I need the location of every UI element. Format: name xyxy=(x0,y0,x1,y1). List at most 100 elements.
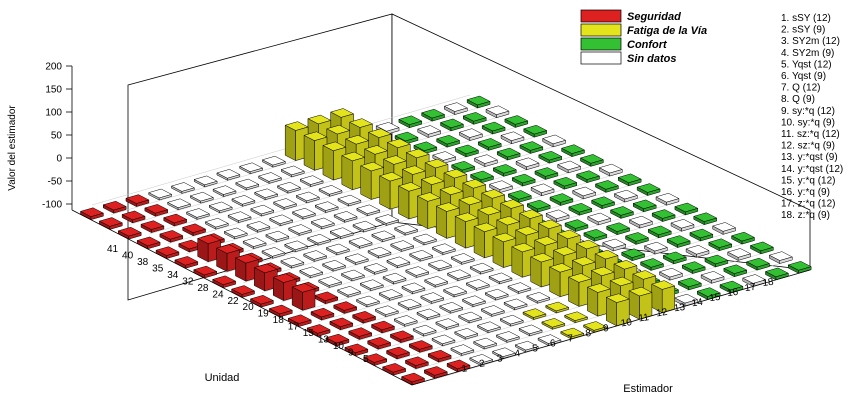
bar-C xyxy=(651,209,676,222)
bar-side xyxy=(296,195,308,204)
bar-side xyxy=(284,244,296,253)
bar-side xyxy=(311,221,323,230)
estimator-item: 8. Q (9) xyxy=(781,94,815,105)
bar-N xyxy=(613,189,638,203)
bar-side xyxy=(648,229,659,239)
y-tick-label: 41 xyxy=(107,244,119,255)
bar-N xyxy=(269,214,294,227)
bar-F xyxy=(563,311,589,324)
bar-N xyxy=(628,215,653,229)
bar-S xyxy=(121,210,146,224)
bar-side xyxy=(269,217,281,227)
bar-C xyxy=(507,190,532,203)
bar-N xyxy=(500,131,525,145)
bar-N xyxy=(382,272,407,285)
bar-N xyxy=(700,271,725,284)
bar-side xyxy=(689,232,701,242)
bar-C xyxy=(621,248,646,262)
bar-C xyxy=(662,251,687,265)
z-tick-label: 100 xyxy=(45,108,62,119)
bar-N xyxy=(303,250,328,262)
bar-N xyxy=(469,354,494,366)
bar-side xyxy=(704,258,716,268)
bar-N xyxy=(299,175,324,188)
bar-side xyxy=(666,238,678,248)
grid-line xyxy=(356,230,735,342)
bar-C xyxy=(439,118,465,132)
bar-side xyxy=(258,175,270,184)
grid-line xyxy=(318,211,697,322)
bar-side xyxy=(492,350,504,360)
bar-side xyxy=(463,115,474,125)
bar-side xyxy=(617,177,629,187)
bar-side xyxy=(405,269,417,278)
bar-side xyxy=(511,177,523,187)
bar-side xyxy=(545,213,557,223)
estimator-item: 3. SY2m (12) xyxy=(781,36,840,47)
bar-C xyxy=(560,144,586,158)
bar-N xyxy=(325,243,351,256)
bar-side xyxy=(436,205,447,239)
bar-C xyxy=(677,277,702,291)
bar-side xyxy=(144,207,156,217)
bar-N xyxy=(485,105,510,119)
bar-N xyxy=(417,125,442,138)
y-tick-label: 35 xyxy=(152,263,164,274)
bar-S xyxy=(367,337,392,350)
bar-N xyxy=(231,195,256,207)
estimator-item: 7. Q (12) xyxy=(781,83,820,94)
bar-side xyxy=(636,186,648,196)
bar-side xyxy=(522,311,534,320)
estimator-item: 10. sy:*q (9) xyxy=(781,117,835,128)
bar-S xyxy=(102,200,127,214)
bar-C xyxy=(719,280,744,294)
bar-N xyxy=(457,311,483,324)
z-tick-label: 200 xyxy=(45,62,62,73)
bar-N xyxy=(321,259,347,272)
legend-label: Fatiga de la Vía xyxy=(627,25,707,37)
bar-N xyxy=(359,279,384,292)
bar-side xyxy=(440,122,452,132)
bar-side xyxy=(148,192,160,201)
bar-N xyxy=(572,186,597,200)
bar-N xyxy=(712,222,737,235)
bar-N xyxy=(427,259,453,272)
bar-side xyxy=(431,338,443,347)
bar-N xyxy=(204,217,229,230)
bar-C xyxy=(632,199,657,213)
bar-C xyxy=(575,170,601,184)
bar-S xyxy=(174,256,199,269)
bar-C xyxy=(526,199,551,213)
bar-C xyxy=(708,238,733,252)
bar-N xyxy=(239,162,264,175)
bar-side xyxy=(265,234,277,243)
bar-N xyxy=(336,286,362,298)
bar-N xyxy=(340,269,366,282)
estimator-item: 14. y:*qst (12) xyxy=(781,164,843,175)
estimator-item: 18. z:*q (9) xyxy=(781,210,830,221)
bar-side xyxy=(171,185,183,194)
bar-N xyxy=(742,274,767,287)
grid-line xyxy=(224,162,603,274)
bar-side xyxy=(330,230,341,240)
bar-side xyxy=(530,187,542,197)
bar-N xyxy=(371,230,396,243)
bar-side xyxy=(561,147,573,158)
y-tick-label: 22 xyxy=(227,296,239,307)
estimator-item: 6. Yqst (9) xyxy=(781,71,826,82)
bar-side xyxy=(534,170,546,180)
bar-N xyxy=(189,191,214,204)
bar-side xyxy=(159,233,171,243)
bar-side xyxy=(326,247,338,256)
bar-N xyxy=(473,337,498,350)
bar-side xyxy=(329,321,341,331)
bar-side xyxy=(659,271,671,281)
bar-side xyxy=(583,232,595,242)
bar-N xyxy=(412,324,437,337)
bar-side xyxy=(765,271,777,281)
bar-N xyxy=(185,208,211,220)
bar-side xyxy=(587,216,599,226)
bar-C xyxy=(519,141,544,154)
legend-label: Sin datos xyxy=(627,53,677,65)
bar-side xyxy=(428,263,440,272)
